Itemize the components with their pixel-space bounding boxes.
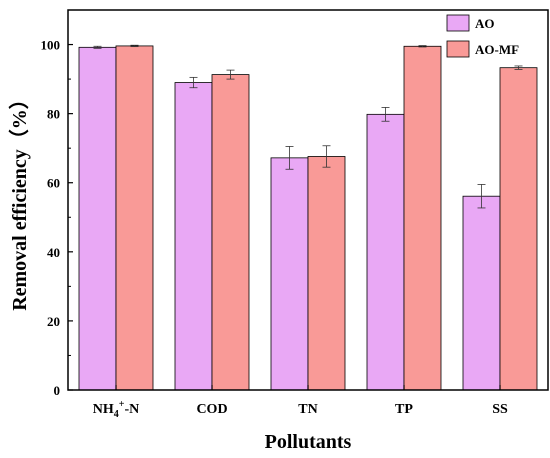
error-bar-ao-4 (477, 184, 486, 209)
bar-ao-0 (78, 46, 117, 391)
y-tick-label-4: 80 (47, 107, 60, 122)
y-tick-label-1: 20 (47, 314, 60, 329)
x-tick-label-4: SS (492, 402, 508, 417)
error-bar-ao-mf-4 (514, 65, 523, 70)
y-tick-label-2: 40 (47, 245, 60, 260)
bar-ao-3 (366, 113, 405, 391)
y-tick-label-3: 60 (47, 176, 60, 191)
bars-layer (78, 45, 538, 391)
error-bar-ao-2 (285, 146, 294, 170)
bar-ao-1 (174, 82, 213, 391)
bar-ao-mf-0 (115, 45, 154, 391)
bar-ao-mf-4 (499, 67, 538, 391)
x-axis-title: Pollutants (265, 431, 352, 453)
y-tick-label-5: 100 (41, 38, 61, 53)
x-tick-label-1: COD (196, 402, 227, 417)
error-bar-ao-0 (93, 45, 102, 49)
error-bars-layer (93, 44, 523, 209)
error-bar-ao-mf-1 (226, 69, 235, 80)
x-tick-label-3: TP (395, 402, 413, 417)
legend-swatch-ao-mf (446, 40, 470, 58)
x-tick-label-0: NH4+-N (93, 399, 139, 420)
error-bar-ao-3 (381, 107, 390, 122)
error-bar-ao-mf-2 (322, 145, 331, 168)
bar-ao-mf-3 (403, 45, 442, 391)
bar-ao-2 (270, 157, 309, 391)
bar-ao-mf-1 (211, 74, 250, 391)
x-tick-label-2: TN (298, 402, 317, 417)
y-tick-label-0: 0 (54, 383, 61, 398)
legend: AO AO-MF (446, 14, 519, 58)
bar-ao-4 (462, 195, 501, 391)
y-axis-title: Removal efficiency（%） (8, 89, 31, 311)
legend-swatch-ao (446, 14, 470, 32)
ticks-layer: NH4+-N COD TN TP SS 0 20 40 60 80 100 (41, 38, 508, 420)
error-bar-ao-mf-0 (130, 44, 139, 48)
error-bar-ao-mf-3 (418, 45, 427, 48)
bar-ao-mf-2 (307, 156, 346, 391)
legend-label-ao-mf: AO-MF (475, 42, 519, 57)
error-bar-ao-1 (189, 76, 198, 89)
legend-label-ao: AO (475, 16, 495, 31)
